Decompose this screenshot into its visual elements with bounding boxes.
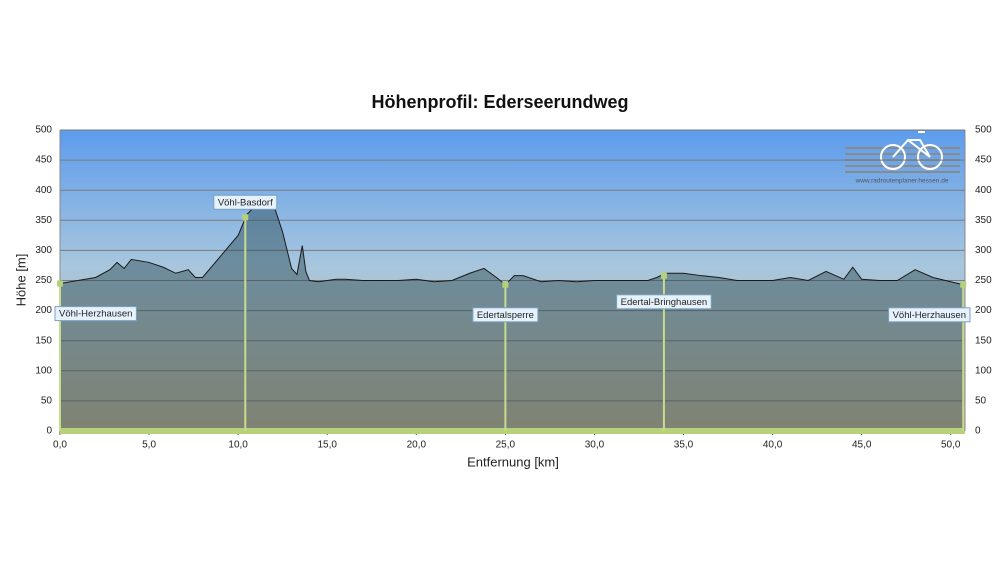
- y-tick-label: 300: [35, 245, 52, 256]
- waypoint-label-text: Edertalsperre: [477, 310, 534, 321]
- waypoint-label-text: Vöhl-Basdorf: [218, 197, 273, 208]
- y2-tick-label: 50: [975, 396, 987, 407]
- y2-tick-label: 200: [975, 305, 992, 316]
- watermark: www.radroutenplaner.hessen.de: [855, 178, 949, 185]
- waypoint-marker: [242, 214, 249, 221]
- y2-tick-label: 100: [975, 365, 992, 376]
- y-tick-label: 100: [35, 365, 52, 376]
- waypoint-marker: [502, 281, 509, 288]
- x-tick-label: 15,0: [317, 440, 337, 451]
- waypoint-label-text: Edertal-Bringhausen: [621, 297, 708, 308]
- x-tick-label: 35,0: [674, 440, 694, 451]
- waypoint-label: Vöhl-Herzhausen: [888, 307, 971, 323]
- y2-tick-label: 0: [975, 426, 981, 437]
- x-tick-label: 0,0: [53, 440, 67, 451]
- y2-tick-label: 450: [975, 155, 992, 166]
- y-tick-label: 200: [35, 305, 52, 316]
- waypoint-label-box: [888, 307, 971, 323]
- x-tick-label: 25,0: [496, 440, 516, 451]
- x-tick-label: 20,0: [407, 440, 427, 451]
- y-tick-label: 500: [35, 125, 52, 136]
- waypoint-label-text: Vöhl-Herzhausen: [893, 310, 966, 321]
- waypoint-marker: [960, 281, 967, 288]
- profile-line: [59, 195, 964, 286]
- y-tick-label: 400: [35, 185, 52, 196]
- y-axis-title: Höhe [m]: [13, 254, 28, 307]
- y2-tick-label: 500: [975, 125, 992, 136]
- y2-tick-label: 150: [975, 335, 992, 346]
- x-tick-label: 30,0: [585, 440, 605, 451]
- y-tick-label: 350: [35, 215, 52, 226]
- x-tick-label: 50,0: [941, 440, 961, 451]
- waypoint-label-box: [54, 306, 137, 322]
- y-tick-label: 450: [35, 155, 52, 166]
- x-tick-label: 45,0: [852, 440, 872, 451]
- y-tick-label: 0: [46, 426, 52, 437]
- waypoint-marker: [57, 280, 63, 287]
- waypoint-marker: [660, 272, 667, 279]
- waypoint-label: Edertalsperre: [472, 307, 539, 323]
- waypoint-label-box: [616, 294, 712, 310]
- y2-tick-label: 350: [975, 215, 992, 226]
- waypoint-label: Vöhl-Herzhausen: [54, 306, 137, 322]
- waypoint-label-text: Vöhl-Herzhausen: [59, 309, 132, 320]
- y-tick-label: 250: [35, 275, 52, 286]
- x-tick-label: 10,0: [228, 440, 248, 451]
- y2-tick-label: 400: [975, 185, 992, 196]
- baseline-bar: [60, 428, 965, 434]
- waypoint-label: Edertal-Bringhausen: [616, 294, 712, 310]
- y-tick-label: 150: [35, 335, 52, 346]
- waypoint-label-box: [472, 307, 539, 323]
- y2-tick-label: 300: [975, 245, 992, 256]
- x-axis-title: Entfernung [km]: [467, 454, 559, 469]
- x-tick-label: 40,0: [763, 440, 783, 451]
- y2-tick-label: 250: [975, 275, 992, 286]
- waypoint-label-box: [213, 194, 278, 210]
- x-tick-label: 5,0: [142, 440, 156, 451]
- chart-title: Höhenprofil: Ederseerundweg: [371, 92, 628, 112]
- y-tick-label: 50: [41, 396, 53, 407]
- waypoint-label: Vöhl-Basdorf: [213, 194, 278, 210]
